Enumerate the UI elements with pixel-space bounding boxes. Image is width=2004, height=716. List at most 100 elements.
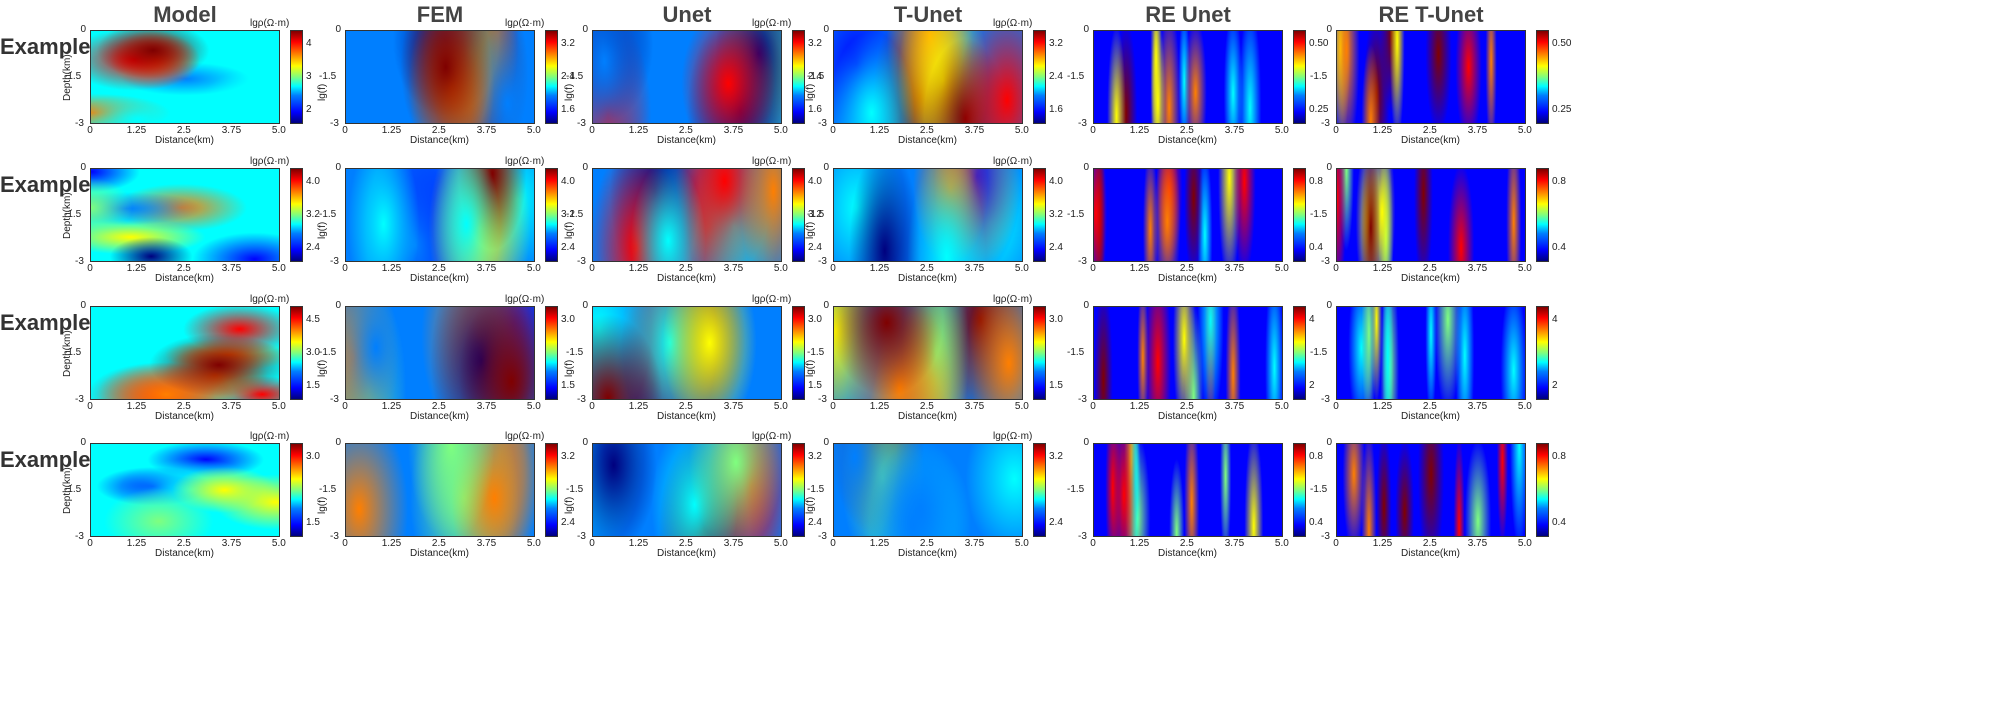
- x-axis-label: Distance(km): [898, 411, 957, 422]
- x-axis-label: Distance(km): [1401, 135, 1460, 146]
- y-tick-label: 0: [1326, 437, 1333, 448]
- y-tick-label: -1.5: [64, 484, 82, 495]
- x-tick-label: 1.25: [628, 401, 649, 412]
- x-axis-label: Distance(km): [1158, 548, 1217, 559]
- x-tick-label: 0: [589, 538, 595, 549]
- x-tick-label: 0: [342, 125, 348, 136]
- x-tick-label: 0: [1333, 401, 1339, 412]
- colorbar: [1293, 168, 1306, 262]
- x-tick-label: 2.5: [1422, 263, 1437, 274]
- x-tick-label: 0: [342, 401, 348, 412]
- y-axis-label: lg(f): [564, 496, 575, 514]
- x-tick-label: 1.25: [126, 401, 147, 412]
- y-tick-label: -3: [577, 394, 586, 405]
- x-tick-label: 2.5: [176, 125, 191, 136]
- colorbar-tick-label: 0.4: [1309, 241, 1323, 253]
- colorbar: [1536, 306, 1549, 400]
- heatmap-panel: [1336, 30, 1526, 124]
- heatmap-panel: [592, 168, 782, 262]
- x-tick-label: 3.75: [476, 538, 497, 549]
- x-tick-label: 3.75: [476, 401, 497, 412]
- y-tick-label: -3: [330, 256, 339, 267]
- x-tick-label: 5.0: [1517, 125, 1532, 136]
- x-tick-label: 1.25: [381, 538, 402, 549]
- y-tick-label: -3: [330, 531, 339, 542]
- x-tick-label: 2.5: [1422, 538, 1437, 549]
- x-tick-label: 0: [342, 538, 348, 549]
- x-axis-label: Distance(km): [657, 411, 716, 422]
- x-tick-label: 5.0: [271, 263, 286, 274]
- colorbar-unit-label: lgρ(Ω·m): [250, 156, 290, 167]
- heatmap-panel: [592, 306, 782, 400]
- y-tick-label: -3: [1321, 394, 1330, 405]
- x-tick-label: 2.5: [431, 401, 446, 412]
- colorbar-unit-label: lgρ(Ω·m): [505, 18, 545, 29]
- colorbar: [290, 168, 303, 262]
- y-tick-label: -3: [577, 118, 586, 129]
- x-axis-label: Distance(km): [410, 273, 469, 284]
- heatmap-panel: [90, 30, 280, 124]
- y-tick-label: -1.5: [1067, 71, 1085, 82]
- y-tick-label: -3: [1078, 118, 1087, 129]
- colorbar-tick-label: 0.50: [1552, 38, 1572, 50]
- colorbar-tick-label: 3.0: [306, 451, 320, 463]
- x-tick-label: 2.5: [176, 263, 191, 274]
- y-tick-label: -1.5: [807, 484, 825, 495]
- y-tick-label: -1.5: [64, 71, 82, 82]
- colorbar: [545, 30, 558, 124]
- y-tick-label: 0: [80, 300, 87, 311]
- x-tick-label: 0: [87, 263, 93, 274]
- y-axis-label: lg(f): [805, 496, 816, 514]
- colorbar-unit-label: lgρ(Ω·m): [993, 431, 1033, 442]
- heatmap-panel: [345, 306, 535, 400]
- x-axis-label: Distance(km): [155, 411, 214, 422]
- colorbar: [1033, 168, 1046, 262]
- x-tick-label: 2.5: [919, 125, 934, 136]
- x-tick-label: 1.25: [126, 125, 147, 136]
- x-tick-label: 0: [1333, 125, 1339, 136]
- colorbar-tick-label: 1.6: [561, 103, 575, 115]
- colorbar-tick-label: 4.0: [306, 176, 320, 188]
- x-tick-label: 2.5: [1179, 125, 1194, 136]
- y-axis-label: lg(f): [564, 359, 575, 377]
- y-tick-label: 0: [80, 437, 87, 448]
- x-tick-label: 2.5: [1179, 538, 1194, 549]
- y-axis-label: lg(f): [317, 359, 328, 377]
- colorbar-tick-label: 4: [306, 38, 312, 50]
- x-tick-label: 1.25: [869, 538, 890, 549]
- colorbar-tick-label: 1.6: [1049, 103, 1063, 115]
- y-tick-label: -3: [1321, 256, 1330, 267]
- y-tick-label: -1.5: [807, 347, 825, 358]
- colorbar-tick-label: 3.2: [808, 451, 822, 463]
- x-tick-label: 5.0: [526, 538, 541, 549]
- x-tick-label: 3.75: [221, 125, 242, 136]
- column-title: RE T-Unet: [1378, 2, 1484, 27]
- y-tick-label: 0: [1326, 24, 1333, 35]
- y-tick-label: -3: [1321, 118, 1330, 129]
- x-axis-label: Distance(km): [410, 135, 469, 146]
- colorbar-tick-label: 2.4: [306, 241, 320, 253]
- colorbar-tick-label: 3.0: [561, 314, 575, 326]
- x-tick-label: 5.0: [1014, 263, 1029, 274]
- x-tick-label: 1.25: [1129, 538, 1150, 549]
- x-tick-label: 3.75: [964, 401, 985, 412]
- x-tick-label: 5.0: [526, 263, 541, 274]
- colorbar: [792, 443, 805, 537]
- x-tick-label: 1.25: [628, 125, 649, 136]
- colorbar-tick-label: 3.2: [306, 209, 320, 220]
- x-tick-label: 2.5: [919, 538, 934, 549]
- x-tick-label: 2.5: [176, 401, 191, 412]
- x-axis-label: Distance(km): [410, 411, 469, 422]
- x-tick-label: 3.75: [221, 538, 242, 549]
- x-tick-label: 5.0: [271, 401, 286, 412]
- x-tick-label: 2.5: [1179, 401, 1194, 412]
- y-axis-label: Depth(km): [62, 330, 73, 377]
- x-tick-label: 2.5: [431, 263, 446, 274]
- x-tick-label: 1.25: [1129, 263, 1150, 274]
- x-tick-label: 2.5: [678, 125, 693, 136]
- x-tick-label: 3.75: [723, 401, 744, 412]
- x-tick-label: 0: [1090, 401, 1096, 412]
- y-axis-label: lg(f): [805, 221, 816, 239]
- y-tick-label: -1.5: [64, 209, 82, 220]
- x-axis-label: Distance(km): [1158, 135, 1217, 146]
